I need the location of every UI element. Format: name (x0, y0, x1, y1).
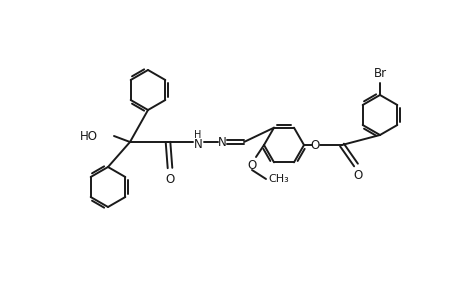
Text: HO: HO (80, 130, 98, 142)
Text: H: H (194, 130, 201, 140)
Text: N: N (217, 136, 226, 148)
Text: O: O (165, 173, 174, 186)
Text: O: O (247, 158, 256, 172)
Text: N: N (193, 137, 202, 151)
Text: O: O (310, 139, 319, 152)
Text: O: O (353, 169, 362, 182)
Text: Br: Br (373, 67, 386, 80)
Text: CH₃: CH₃ (268, 174, 288, 184)
